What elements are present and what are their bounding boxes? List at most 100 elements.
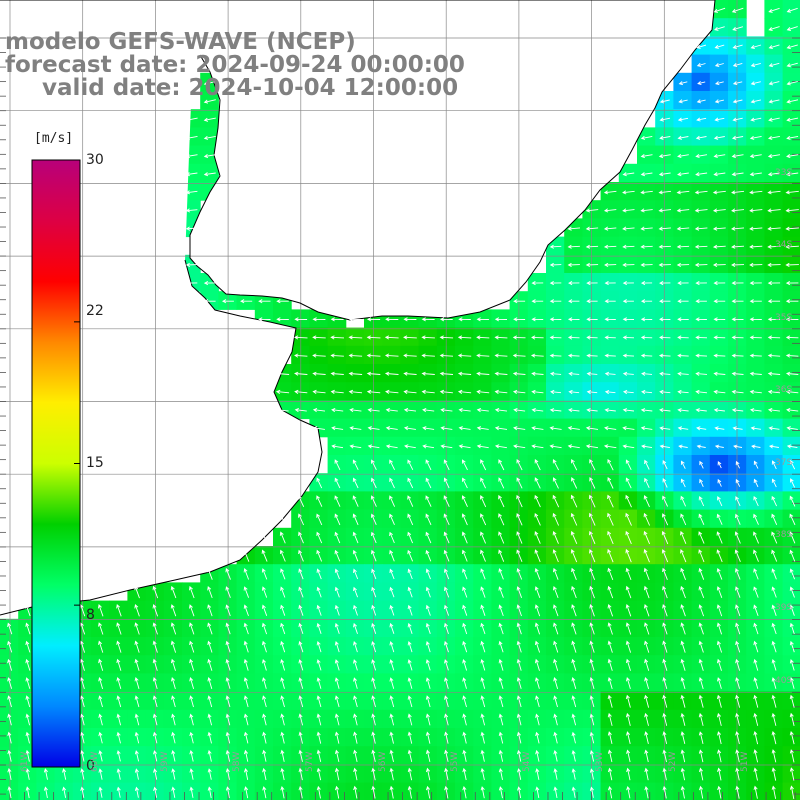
wind-arrow bbox=[476, 335, 490, 340]
wind-cell bbox=[18, 764, 37, 784]
wind-arrow bbox=[553, 695, 558, 708]
wind-cell bbox=[91, 746, 110, 765]
wind-cell bbox=[709, 163, 729, 183]
wind-arrow bbox=[662, 731, 668, 745]
wind-arrow bbox=[640, 262, 653, 267]
wind-cell bbox=[72, 764, 92, 784]
wind-arrow bbox=[298, 640, 304, 653]
wind-arrow bbox=[462, 785, 467, 799]
wind-arrow bbox=[753, 640, 759, 653]
wind-arrow bbox=[640, 408, 653, 413]
wind-arrow bbox=[261, 549, 268, 562]
wind-arrow bbox=[607, 640, 613, 653]
wind-arrow bbox=[698, 767, 704, 781]
wind-arrow bbox=[678, 99, 688, 104]
wind-cell bbox=[200, 709, 219, 729]
wind-arrow bbox=[622, 299, 634, 304]
wind-arrow bbox=[353, 695, 358, 708]
wind-cell bbox=[145, 709, 165, 729]
wind-arrow bbox=[789, 694, 795, 708]
wind-arrow bbox=[353, 586, 359, 598]
wind-cell bbox=[600, 327, 620, 347]
wind-cell bbox=[182, 728, 201, 747]
wind-arrow bbox=[366, 353, 381, 358]
wind-arrow bbox=[749, 262, 763, 267]
wind-cell bbox=[200, 728, 219, 747]
wind-arrow bbox=[480, 477, 487, 489]
wind-cell bbox=[527, 764, 547, 784]
wind-arrow bbox=[696, 444, 706, 449]
wind-arrow bbox=[331, 407, 344, 413]
wind-arrow bbox=[568, 281, 580, 286]
wind-cell bbox=[746, 345, 765, 365]
wind-arrow bbox=[443, 586, 450, 598]
wind-arrow bbox=[695, 408, 707, 413]
wind-cell bbox=[91, 709, 110, 729]
wind-arrow bbox=[407, 513, 414, 526]
wind-arrow bbox=[644, 658, 650, 671]
colorbar-bar bbox=[31, 159, 81, 768]
wind-arrow bbox=[698, 549, 705, 563]
wind-arrow bbox=[731, 317, 744, 322]
wind-arrow bbox=[585, 244, 599, 249]
wind-arrow bbox=[316, 586, 322, 598]
wind-arrow bbox=[680, 694, 686, 708]
wind-arrow bbox=[789, 568, 796, 580]
wind-arrow bbox=[662, 694, 668, 708]
wind-cell bbox=[746, 436, 765, 456]
wind-arrow bbox=[312, 317, 326, 322]
wind-arrow bbox=[698, 694, 704, 708]
wind-arrow bbox=[767, 190, 781, 195]
wind-cell bbox=[36, 764, 56, 784]
wind-arrow bbox=[677, 135, 689, 140]
wind-arrow bbox=[457, 353, 472, 358]
wind-arrow bbox=[714, 426, 725, 431]
wind-arrow bbox=[713, 281, 726, 286]
wind-arrow bbox=[334, 495, 341, 507]
wind-arrow bbox=[7, 713, 12, 726]
lon-label: 52W bbox=[668, 751, 678, 772]
wind-arrow bbox=[331, 426, 344, 431]
wind-arrow bbox=[753, 749, 759, 763]
wind-arrow bbox=[567, 426, 580, 431]
wind-arrow bbox=[279, 531, 286, 544]
wind-arrow bbox=[421, 317, 435, 322]
wind-arrow bbox=[353, 568, 359, 580]
wind-arrow bbox=[659, 444, 670, 449]
wind-cell bbox=[637, 327, 656, 347]
wind-cell bbox=[236, 709, 256, 729]
wind-arrow bbox=[480, 695, 486, 708]
wind-arrow bbox=[625, 658, 631, 671]
wind-arrow bbox=[552, 512, 560, 526]
wind-arrow bbox=[603, 190, 617, 195]
wind-arrow bbox=[516, 658, 522, 671]
wind-cell bbox=[473, 400, 492, 420]
wind-cell bbox=[600, 236, 620, 256]
wind-arrow bbox=[407, 622, 413, 634]
wind-arrow bbox=[622, 281, 634, 286]
wind-cell bbox=[782, 637, 800, 656]
wind-cell bbox=[455, 418, 474, 438]
wind-arrow bbox=[625, 512, 632, 526]
wind-arrow bbox=[516, 622, 522, 635]
wind-arrow bbox=[785, 299, 799, 304]
wind-arrow bbox=[389, 459, 396, 471]
wind-arrow bbox=[498, 749, 504, 762]
wind-cell bbox=[345, 327, 365, 347]
wind-arrow bbox=[531, 371, 544, 376]
wind-arrow bbox=[589, 695, 595, 708]
wind-arrow bbox=[276, 407, 289, 413]
wind-arrow bbox=[771, 640, 777, 653]
wind-arrow bbox=[789, 640, 795, 653]
wind-arrow bbox=[494, 389, 508, 394]
wind-arrow bbox=[680, 513, 687, 526]
wind-cell bbox=[564, 254, 583, 274]
wind-arrow bbox=[439, 389, 453, 394]
wind-arrow bbox=[353, 641, 358, 653]
wind-arrow bbox=[662, 712, 668, 726]
wind-arrow bbox=[586, 371, 598, 376]
wind-arrow bbox=[134, 731, 140, 744]
wind-arrow bbox=[767, 154, 781, 159]
wind-arrow bbox=[170, 585, 177, 599]
wind-arrow bbox=[516, 640, 522, 653]
